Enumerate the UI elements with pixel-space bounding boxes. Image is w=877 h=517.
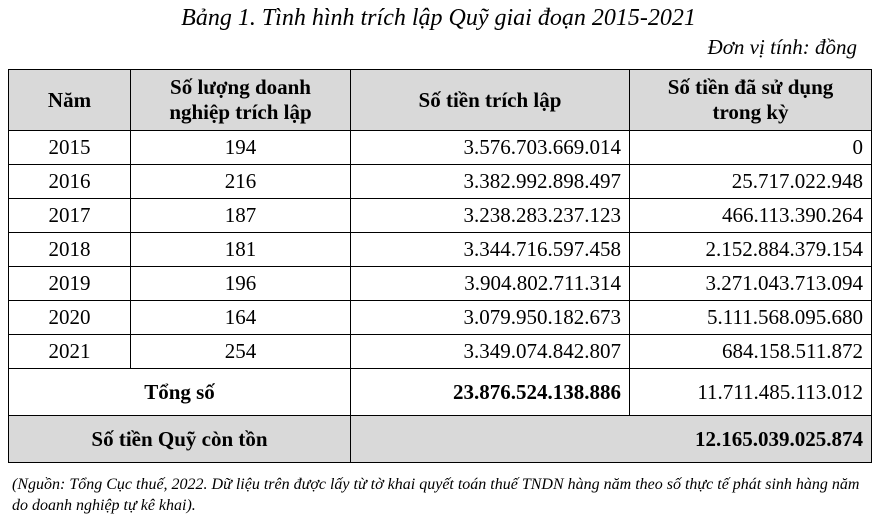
remaining-label: Số tiền Quỹ còn tồn xyxy=(8,415,351,463)
table-row: 2019 196 3.904.802.711.314 3.271.043.713… xyxy=(8,266,872,301)
cell-count: 196 xyxy=(130,266,351,301)
header-count-line2: nghiệp trích lập xyxy=(169,100,312,124)
header-count-line1: Số lượng doanh xyxy=(170,75,311,99)
cell-count: 194 xyxy=(130,130,351,165)
header-used-line2: trong kỳ xyxy=(712,100,789,124)
table-row: 2017 187 3.238.283.237.123 466.113.390.2… xyxy=(8,198,872,233)
cell-year: 2015 xyxy=(8,130,131,165)
cell-allocated: 3.576.703.669.014 xyxy=(350,130,630,165)
cell-allocated: 3.349.074.842.807 xyxy=(350,334,630,369)
total-allocated: 23.876.524.138.886 xyxy=(350,368,630,416)
table-title: Bảng 1. Tình hình trích lập Quỹ giai đoạ… xyxy=(181,5,696,31)
cell-used: 3.271.043.713.094 xyxy=(629,266,872,301)
header-used: Số tiền đã sử dụng trong kỳ xyxy=(629,69,872,131)
table-row: 2020 164 3.079.950.182.673 5.111.568.095… xyxy=(8,300,872,335)
cell-count: 164 xyxy=(130,300,351,335)
header-enterprise-count: Số lượng doanh nghiệp trích lập xyxy=(130,69,351,131)
table-row: 2015 194 3.576.703.669.014 0 xyxy=(8,130,872,165)
total-row: Tổng số 23.876.524.138.886 11.711.485.11… xyxy=(8,368,872,416)
cell-used: 25.717.022.948 xyxy=(629,164,872,199)
cell-used: 684.158.511.872 xyxy=(629,334,872,369)
header-year: Năm xyxy=(8,69,131,131)
total-used: 11.711.485.113.012 xyxy=(629,368,872,416)
cell-count: 187 xyxy=(130,198,351,233)
cell-year: 2018 xyxy=(8,232,131,267)
cell-year: 2020 xyxy=(8,300,131,335)
header-row: Năm Số lượng doanh nghiệp trích lập Số t… xyxy=(8,69,872,131)
remaining-value: 12.165.039.025.874 xyxy=(350,415,872,463)
fund-table: Năm Số lượng doanh nghiệp trích lập Số t… xyxy=(8,69,872,463)
cell-used: 466.113.390.264 xyxy=(629,198,872,233)
cell-count: 254 xyxy=(130,334,351,369)
cell-used: 2.152.884.379.154 xyxy=(629,232,872,267)
unit-label: Đơn vị tính: đồng xyxy=(707,35,857,59)
source-note: (Nguồn: Tổng Cục thuế, 2022. Dữ liệu trê… xyxy=(12,476,860,514)
table-row: 2018 181 3.344.716.597.458 2.152.884.379… xyxy=(8,232,872,267)
cell-allocated: 3.344.716.597.458 xyxy=(350,232,630,267)
cell-allocated: 3.904.802.711.314 xyxy=(350,266,630,301)
cell-year: 2017 xyxy=(8,198,131,233)
cell-count: 216 xyxy=(130,164,351,199)
cell-allocated: 3.238.283.237.123 xyxy=(350,198,630,233)
header-allocated: Số tiền trích lập xyxy=(350,69,630,131)
table-row: 2021 254 3.349.074.842.807 684.158.511.8… xyxy=(8,334,872,369)
cell-year: 2021 xyxy=(8,334,131,369)
cell-year: 2016 xyxy=(8,164,131,199)
cell-allocated: 3.079.950.182.673 xyxy=(350,300,630,335)
table-row: 2016 216 3.382.992.898.497 25.717.022.94… xyxy=(8,164,872,199)
total-label: Tổng số xyxy=(8,368,351,416)
cell-used: 0 xyxy=(629,130,872,165)
remaining-row: Số tiền Quỹ còn tồn 12.165.039.025.874 xyxy=(8,415,872,463)
header-used-line1: Số tiền đã sử dụng xyxy=(667,75,834,99)
cell-year: 2019 xyxy=(8,266,131,301)
cell-allocated: 3.382.992.898.497 xyxy=(350,164,630,199)
cell-count: 181 xyxy=(130,232,351,267)
cell-used: 5.111.568.095.680 xyxy=(629,300,872,335)
